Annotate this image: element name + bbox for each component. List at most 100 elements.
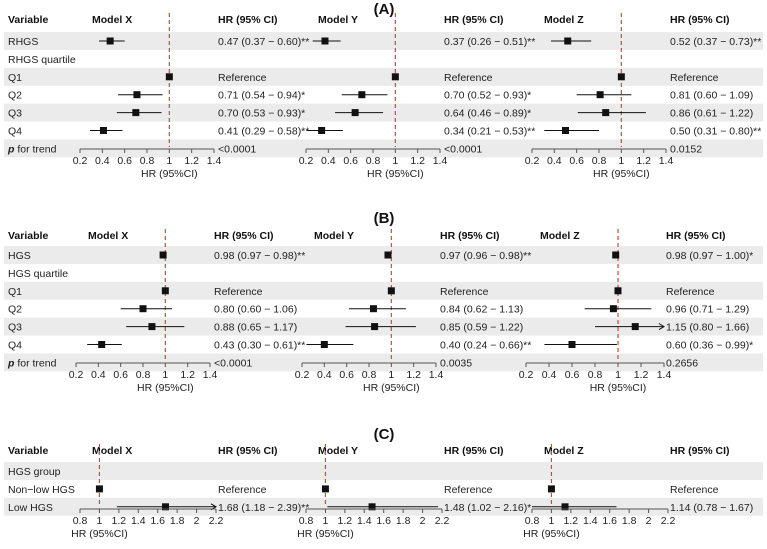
tick-label: 1 bbox=[392, 155, 398, 167]
tick-label: 1 bbox=[618, 155, 624, 167]
tick-label: 1.4 bbox=[583, 515, 598, 527]
row-band bbox=[4, 462, 763, 480]
hr-value: 0.50 (0.31 − 0.80)** bbox=[670, 126, 761, 138]
hr-point bbox=[165, 73, 173, 81]
hr-value: 0.81 (0.60 − 1.09) bbox=[670, 90, 753, 102]
tick-label: 1.4 bbox=[357, 515, 372, 527]
row-label: Q2 bbox=[8, 304, 22, 316]
hr-value: Reference bbox=[444, 484, 493, 496]
tick-label: 0.6 bbox=[565, 369, 580, 381]
tick-label: 0.2 bbox=[69, 369, 84, 381]
model-header: Model Y bbox=[314, 230, 354, 242]
hr-value: <0.0001 bbox=[444, 143, 482, 155]
tick-label: 1.6 bbox=[150, 515, 165, 527]
tick-label: 0.2 bbox=[295, 369, 310, 381]
tick-label: 0.8 bbox=[136, 369, 151, 381]
hr-point bbox=[631, 323, 639, 331]
tick-label: 0.8 bbox=[140, 155, 155, 167]
model-header: Model X bbox=[92, 445, 132, 457]
hr-point bbox=[161, 503, 169, 511]
column-header-hr: HR (95% CI) bbox=[666, 230, 726, 242]
row-band bbox=[4, 67, 763, 86]
row-label: Q4 bbox=[8, 126, 22, 138]
hr-point bbox=[321, 485, 329, 493]
hr-value: Reference bbox=[218, 484, 267, 496]
row-band bbox=[4, 32, 763, 50]
tick-label: 1.2 bbox=[338, 515, 353, 527]
tick-label: 0.4 bbox=[321, 155, 336, 167]
tick-label: 1.2 bbox=[112, 515, 127, 527]
tick-label: 0.2 bbox=[299, 155, 314, 167]
column-header-variable: Variable bbox=[8, 14, 48, 26]
tick-label: 0.8 bbox=[299, 515, 314, 527]
tick-label: 1.4 bbox=[203, 369, 218, 381]
hr-value: Reference bbox=[670, 72, 719, 84]
tick-label: 0.8 bbox=[73, 515, 88, 527]
tick-label: 0.8 bbox=[588, 369, 603, 381]
hr-value: 0.43 (0.30 − 0.61)** bbox=[214, 340, 305, 352]
row-label-suffix: for trend bbox=[14, 143, 56, 155]
hr-point bbox=[132, 109, 140, 117]
hr-point bbox=[139, 305, 147, 313]
hr-point bbox=[321, 37, 329, 45]
row-label: RHGS bbox=[8, 36, 38, 48]
hr-value: 0.64 (0.46 − 0.89)* bbox=[444, 108, 531, 120]
tick-label: 0.6 bbox=[113, 369, 128, 381]
hr-point bbox=[568, 341, 576, 348]
tick-label: 0.8 bbox=[525, 515, 540, 527]
tick-label: 0.2 bbox=[525, 155, 540, 167]
hr-point bbox=[368, 503, 376, 511]
tick-label: 0.8 bbox=[366, 155, 381, 167]
x-axis-label: HR (95%CI) bbox=[363, 382, 420, 394]
tick-label: 1.4 bbox=[131, 515, 146, 527]
tick-label: 1.2 bbox=[184, 155, 199, 167]
row-label: Q1 bbox=[8, 286, 22, 298]
hr-point bbox=[547, 485, 555, 493]
ci-arrow bbox=[658, 323, 665, 331]
tick-label: 0.4 bbox=[547, 155, 562, 167]
hr-value: 0.88 (0.65 − 1.17) bbox=[214, 322, 297, 334]
hr-value: 0.34 (0.21 − 0.53)** bbox=[444, 126, 535, 138]
row-label-p: p bbox=[7, 143, 15, 155]
tick-label: 1.8 bbox=[622, 515, 637, 527]
x-axis-label: HR (95%CI) bbox=[367, 168, 424, 180]
hr-point bbox=[612, 251, 620, 259]
tick-label: 1 bbox=[615, 369, 621, 381]
tick-label: 0.8 bbox=[362, 369, 377, 381]
panel-title: (A) bbox=[374, 1, 395, 18]
row-label-suffix: for trend bbox=[14, 357, 56, 369]
tick-label: 0.4 bbox=[317, 369, 332, 381]
column-header-hr: HR (95% CI) bbox=[218, 14, 278, 26]
hr-point bbox=[99, 127, 107, 134]
tick-label: 1.4 bbox=[207, 155, 222, 167]
tick-label: 1.2 bbox=[564, 515, 579, 527]
hr-point bbox=[358, 91, 366, 99]
x-axis-label: HR (95%CI) bbox=[523, 528, 580, 540]
hr-value: 0.98 (0.97 − 0.98)** bbox=[214, 250, 305, 262]
tick-label: 0.4 bbox=[542, 369, 557, 381]
tick-label: 2 bbox=[194, 515, 200, 527]
hr-value: 0.86 (0.61 − 1.22) bbox=[670, 108, 753, 120]
x-axis-label: HR (95%CI) bbox=[137, 382, 194, 394]
tick-label: 0.6 bbox=[569, 155, 584, 167]
tick-label: 1 bbox=[388, 369, 394, 381]
hr-value: Reference bbox=[666, 286, 715, 298]
hr-value: 0.0035 bbox=[440, 357, 472, 369]
column-header-hr: HR (95% CI) bbox=[444, 445, 504, 457]
tick-label: 1 bbox=[166, 155, 172, 167]
hr-value: 0.85 (0.59 − 1.22) bbox=[440, 322, 523, 334]
tick-label: 1.4 bbox=[659, 155, 674, 167]
row-band bbox=[4, 353, 763, 372]
hr-value: Reference bbox=[214, 286, 263, 298]
column-header-hr: HR (95% CI) bbox=[214, 230, 274, 242]
hr-value: Reference bbox=[440, 286, 489, 298]
hr-value: 1.14 (0.78 − 1.67) bbox=[670, 502, 753, 514]
column-header-variable: Variable bbox=[8, 230, 48, 242]
row-label: Q1 bbox=[8, 72, 22, 84]
model-header: Model Z bbox=[544, 445, 584, 457]
column-header-hr: HR (95% CI) bbox=[440, 230, 500, 242]
hr-value: 0.84 (0.62 − 1.13) bbox=[440, 304, 523, 316]
tick-label: 1.2 bbox=[634, 369, 649, 381]
row-band bbox=[4, 103, 763, 122]
